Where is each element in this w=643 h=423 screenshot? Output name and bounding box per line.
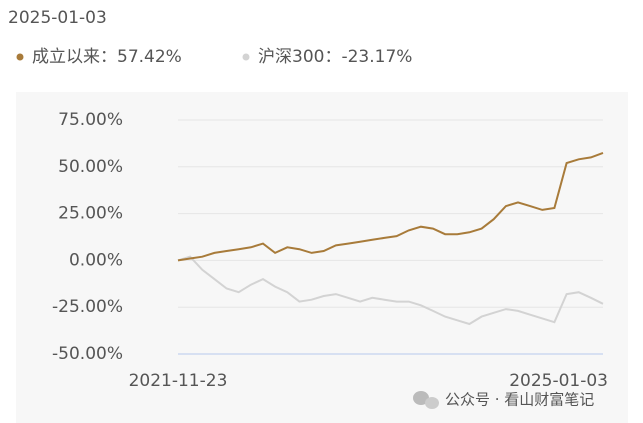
series-line [177, 255, 604, 326]
legend-value: 57.42% [117, 47, 182, 67]
x-tick-label: 2025-01-03 [509, 371, 608, 391]
legend-value: -23.17% [341, 47, 412, 67]
legend-separator: ： [324, 47, 341, 67]
y-tick-label: 0.00% [69, 250, 123, 270]
y-tick-label: 75.00% [58, 110, 123, 130]
y-tick-label: -50.00% [52, 344, 123, 364]
series-line [177, 151, 604, 262]
watermark-icon [413, 391, 439, 409]
legend-marker [16, 53, 24, 61]
tooltip-date: 2025-01-03 [8, 8, 107, 28]
watermark: 公众号 · 看山财富笔记 [445, 391, 594, 409]
legend-entry: 成立以来：57.42% [32, 47, 182, 67]
legend-separator: ： [100, 47, 117, 67]
x-tick-label: 2021-11-23 [129, 371, 228, 391]
y-tick-label: 25.00% [58, 204, 123, 224]
legend-name: 成立以来 [32, 47, 100, 67]
panel [16, 92, 628, 423]
legend-entry: 沪深300：-23.17% [258, 47, 412, 67]
legend-marker [242, 53, 250, 61]
legend-name: 沪深300 [258, 47, 324, 67]
y-tick-label: -25.00% [52, 297, 123, 317]
y-tick-label: 50.00% [58, 157, 123, 177]
